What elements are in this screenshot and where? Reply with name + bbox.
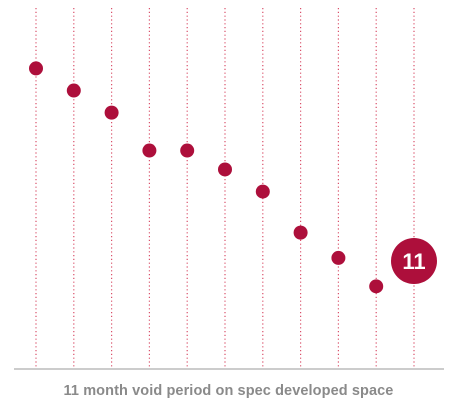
data-point — [29, 61, 43, 76]
data-point — [293, 225, 308, 240]
chart-caption: 11 month void period on spec developed s… — [63, 383, 394, 399]
data-point — [180, 143, 195, 158]
data-point — [331, 250, 346, 265]
highlight-point — [391, 238, 437, 285]
data-point — [104, 105, 119, 120]
data-point — [369, 279, 384, 294]
data-point — [142, 143, 157, 158]
point-label: 11 — [402, 249, 425, 274]
data-point — [66, 83, 81, 98]
data-point — [255, 184, 270, 199]
data-point — [218, 162, 232, 177]
